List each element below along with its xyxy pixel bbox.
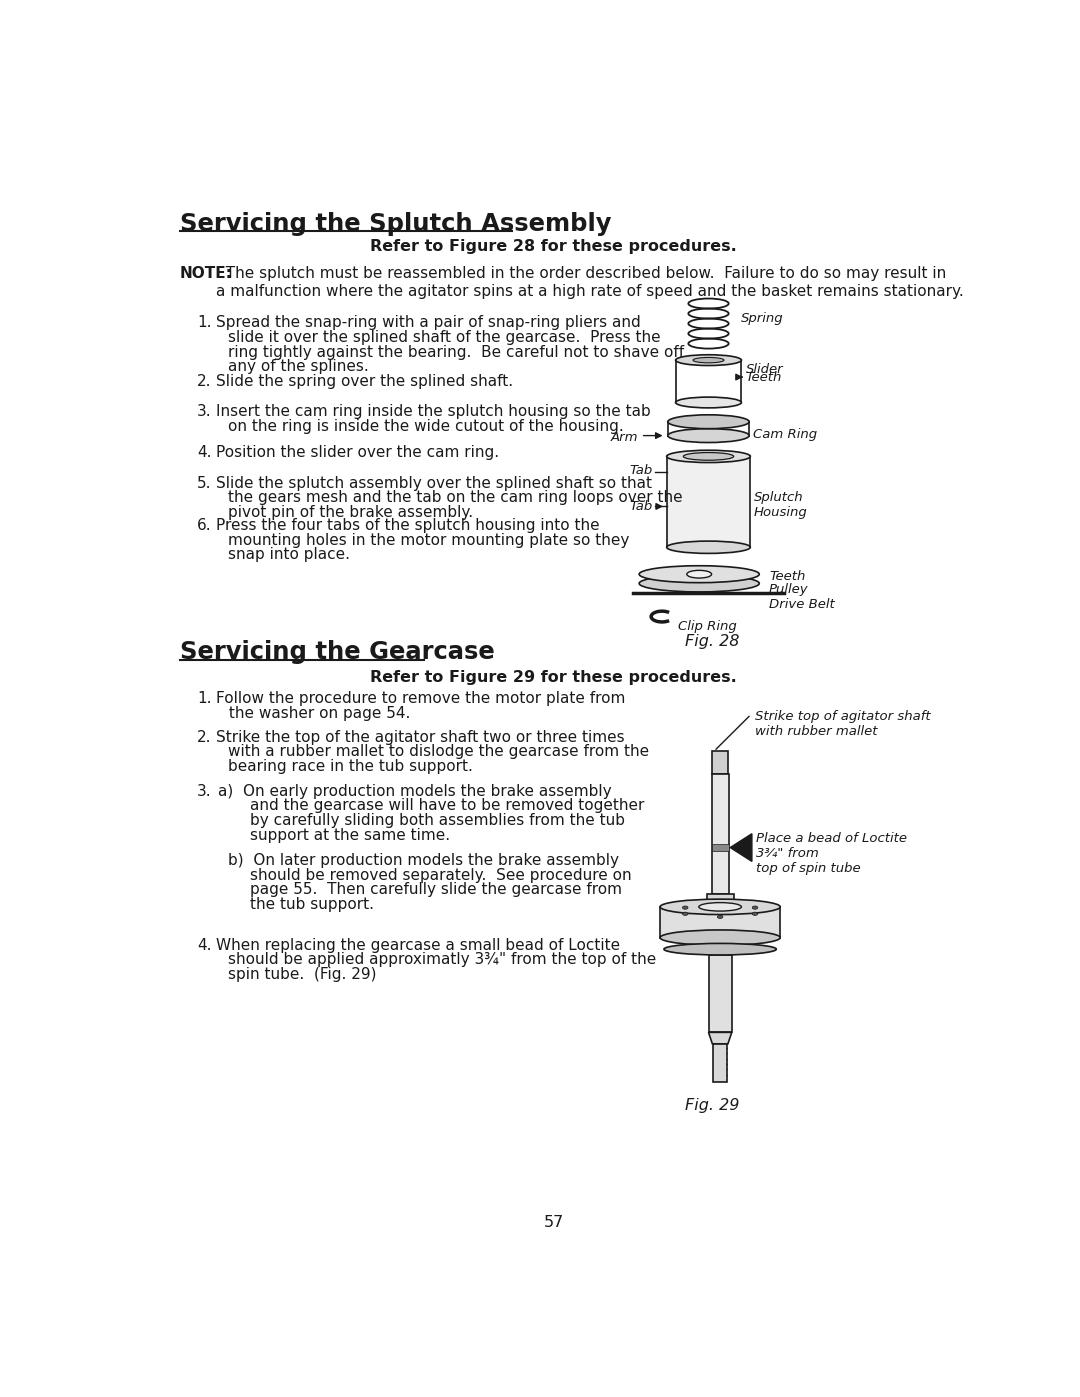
- Text: When replacing the gearcase a small bead of Loctite: When replacing the gearcase a small bead…: [216, 937, 621, 953]
- Ellipse shape: [753, 912, 758, 915]
- Ellipse shape: [639, 576, 759, 592]
- Text: Strike the top of the agitator shaft two or three times: Strike the top of the agitator shaft two…: [216, 729, 625, 745]
- Text: Splutch
Housing: Splutch Housing: [754, 490, 807, 520]
- Text: 57: 57: [543, 1215, 564, 1229]
- Text: 2.: 2.: [197, 374, 212, 388]
- Text: pivot pin of the brake assembly.: pivot pin of the brake assembly.: [228, 504, 473, 520]
- Ellipse shape: [666, 541, 751, 553]
- Text: Spread the snap-ring with a pair of snap-ring pliers and: Spread the snap-ring with a pair of snap…: [216, 316, 642, 331]
- Ellipse shape: [660, 930, 780, 946]
- Text: 1.: 1.: [197, 692, 212, 707]
- Text: Tab: Tab: [630, 500, 652, 513]
- Text: NOTE:: NOTE:: [180, 267, 233, 281]
- Bar: [712, 774, 729, 894]
- Text: Follow the procedure to remove the motor plate from: Follow the procedure to remove the motor…: [216, 692, 625, 707]
- Text: Place a bead of Loctite
3¾" from
top of spin tube: Place a bead of Loctite 3¾" from top of …: [756, 833, 907, 875]
- Text: Insert the cam ring inside the splutch housing so the tab: Insert the cam ring inside the splutch h…: [216, 404, 651, 419]
- Ellipse shape: [660, 900, 780, 915]
- Text: by carefully sliding both assemblies from the tub: by carefully sliding both assemblies fro…: [249, 813, 624, 828]
- Ellipse shape: [676, 397, 742, 408]
- Text: the tub support.: the tub support.: [249, 897, 374, 912]
- Text: Teeth: Teeth: [745, 372, 782, 384]
- Text: 1.: 1.: [197, 316, 212, 331]
- Ellipse shape: [753, 907, 758, 909]
- Text: and the gearcase will have to be removed together: and the gearcase will have to be removed…: [249, 798, 644, 813]
- Text: Position the slider over the cam ring.: Position the slider over the cam ring.: [216, 444, 499, 460]
- Bar: [706, 894, 733, 902]
- Ellipse shape: [693, 358, 724, 363]
- Bar: [713, 1044, 727, 1083]
- Text: Teeth: Teeth: [769, 570, 806, 583]
- Ellipse shape: [667, 415, 750, 429]
- Text: should be applied approximatly 3¾" from the top of the: should be applied approximatly 3¾" from …: [228, 953, 657, 967]
- Ellipse shape: [664, 943, 777, 956]
- Ellipse shape: [667, 429, 750, 443]
- Text: page 55.  Then carefully slide the gearcase from: page 55. Then carefully slide the gearca…: [249, 882, 622, 897]
- Text: 3.: 3.: [197, 784, 212, 799]
- Bar: [713, 752, 728, 774]
- Text: 5.: 5.: [197, 475, 212, 490]
- Text: Refer to Figure 29 for these procedures.: Refer to Figure 29 for these procedures.: [370, 669, 737, 685]
- Text: b)  On later production models the brake assembly: b) On later production models the brake …: [228, 854, 619, 868]
- Text: Slide the spring over the splined shaft.: Slide the spring over the splined shaft.: [216, 374, 513, 388]
- Bar: [712, 844, 729, 851]
- Text: the washer on page 54.: the washer on page 54.: [225, 705, 410, 721]
- Ellipse shape: [684, 453, 733, 460]
- Text: Servicing the Splutch Assembly: Servicing the Splutch Assembly: [180, 212, 611, 236]
- Text: Spring: Spring: [741, 313, 784, 326]
- Text: Fig. 28: Fig. 28: [685, 634, 740, 650]
- Text: Fig. 29: Fig. 29: [685, 1098, 740, 1113]
- Text: ring tightly against the bearing.  Be careful not to shave off: ring tightly against the bearing. Be car…: [228, 345, 684, 360]
- Text: Drive Belt: Drive Belt: [769, 598, 835, 610]
- Ellipse shape: [717, 915, 723, 918]
- Ellipse shape: [683, 912, 688, 915]
- Text: 3.: 3.: [197, 404, 212, 419]
- Text: 4.: 4.: [197, 444, 212, 460]
- Text: snap into place.: snap into place.: [228, 548, 350, 562]
- Text: The splutch must be reassembled in the order described below.  Failure to do so : The splutch must be reassembled in the o…: [216, 267, 963, 299]
- Text: Servicing the Gearcase: Servicing the Gearcase: [180, 640, 495, 665]
- Text: Strike top of agitator shaft
with rubber mallet: Strike top of agitator shaft with rubber…: [755, 711, 931, 739]
- Ellipse shape: [666, 450, 751, 462]
- Ellipse shape: [683, 907, 688, 909]
- Ellipse shape: [676, 355, 742, 366]
- Text: 6.: 6.: [197, 518, 212, 534]
- Ellipse shape: [717, 902, 723, 907]
- Text: 4.: 4.: [197, 937, 212, 953]
- Text: Press the four tabs of the splutch housing into the: Press the four tabs of the splutch housi…: [216, 518, 600, 534]
- Text: Clip Ring: Clip Ring: [677, 620, 737, 633]
- Text: support at the same time.: support at the same time.: [249, 827, 450, 842]
- Bar: [708, 956, 732, 1032]
- Text: slide it over the splined shaft of the gearcase.  Press the: slide it over the splined shaft of the g…: [228, 330, 661, 345]
- Text: Slide the splutch assembly over the splined shaft so that: Slide the splutch assembly over the spli…: [216, 475, 652, 490]
- Text: a)  On early production models the brake assembly: a) On early production models the brake …: [218, 784, 611, 799]
- Text: Refer to Figure 28 for these procedures.: Refer to Figure 28 for these procedures.: [370, 239, 737, 254]
- Bar: [660, 907, 780, 937]
- Text: mounting holes in the motor mounting plate so they: mounting holes in the motor mounting pla…: [228, 532, 630, 548]
- Text: Arm: Arm: [611, 432, 638, 444]
- Ellipse shape: [639, 566, 759, 583]
- Text: bearing race in the tub support.: bearing race in the tub support.: [228, 759, 473, 774]
- Bar: [676, 360, 742, 402]
- Text: Cam Ring: Cam Ring: [753, 427, 816, 441]
- Polygon shape: [708, 1032, 732, 1044]
- Text: Slider: Slider: [745, 363, 783, 376]
- Text: should be removed separately.  See procedure on: should be removed separately. See proced…: [249, 868, 632, 883]
- Text: on the ring is inside the wide cutout of the housing.: on the ring is inside the wide cutout of…: [228, 419, 624, 433]
- Text: spin tube.  (Fig. 29): spin tube. (Fig. 29): [228, 967, 377, 982]
- Text: 2.: 2.: [197, 729, 212, 745]
- Text: Tab: Tab: [630, 464, 652, 478]
- Ellipse shape: [699, 902, 742, 911]
- Text: with a rubber mallet to dislodge the gearcase from the: with a rubber mallet to dislodge the gea…: [228, 745, 649, 760]
- Polygon shape: [730, 834, 752, 862]
- Ellipse shape: [687, 570, 712, 578]
- Bar: [666, 457, 751, 548]
- Text: any of the splines.: any of the splines.: [228, 359, 368, 374]
- Text: Pulley: Pulley: [769, 584, 809, 597]
- Text: the gears mesh and the tab on the cam ring loops over the: the gears mesh and the tab on the cam ri…: [228, 490, 683, 506]
